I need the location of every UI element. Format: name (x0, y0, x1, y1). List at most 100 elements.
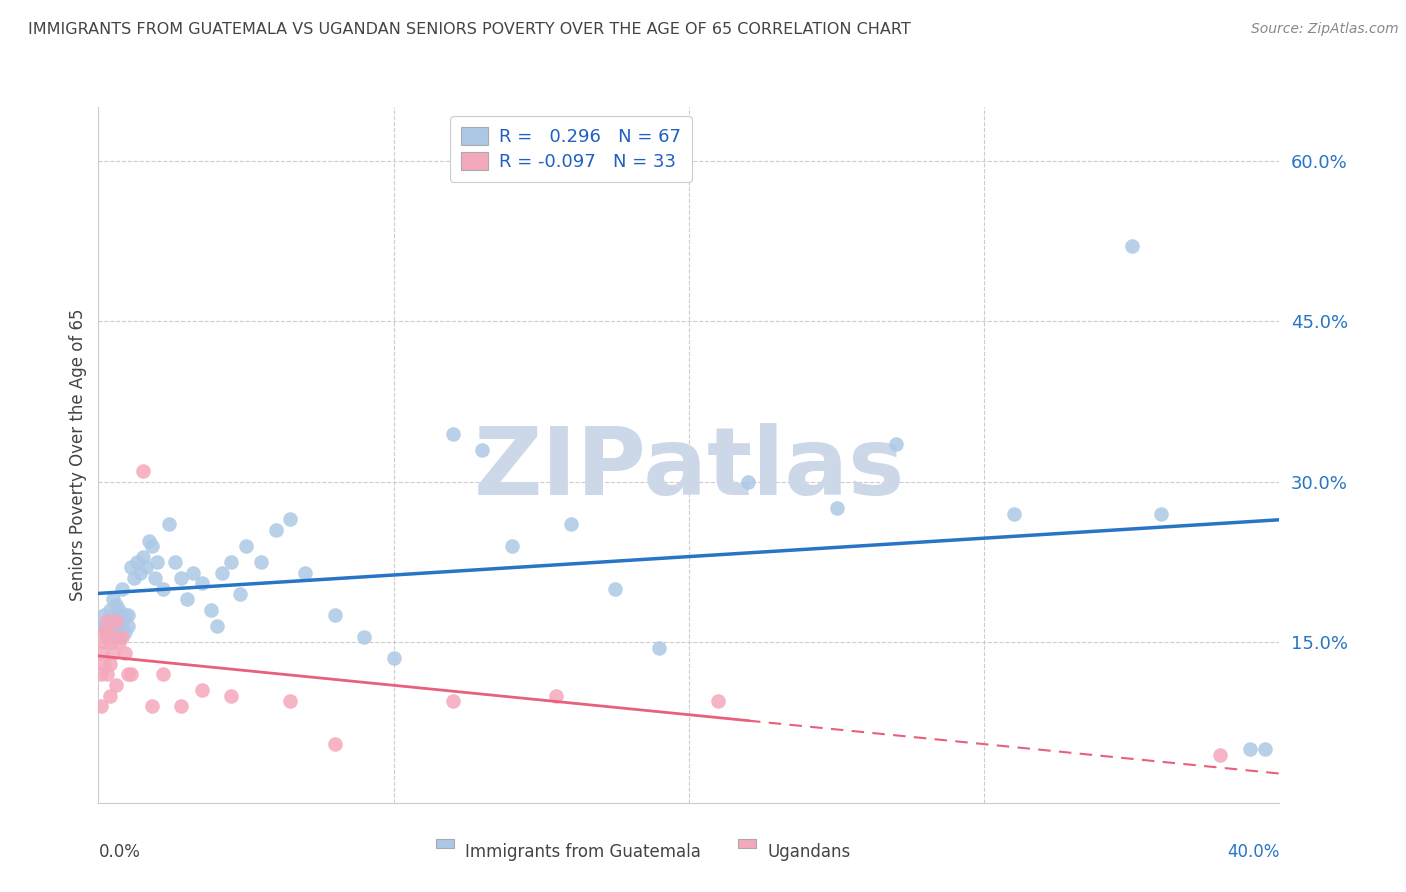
Point (108, 630, 131, 644)
Point (96, 614, 118, 628)
Point (170, 699, 193, 714)
Point (132, 549, 155, 564)
Point (128, 566, 150, 580)
Point (219, 555, 242, 569)
Point (98, 603, 121, 617)
Text: Ugandans: Ugandans (768, 843, 851, 861)
Point (103, 646, 125, 660)
Point (323, 737, 346, 751)
Point (707, 694, 730, 708)
Point (108, 603, 131, 617)
Point (105, 624, 128, 639)
Point (105, 608, 128, 623)
Point (98, 635, 121, 649)
Point (560, 517, 582, 532)
Point (1239, 742, 1261, 756)
Point (122, 571, 145, 585)
Point (105, 678, 128, 692)
Point (737, 475, 759, 489)
Point (114, 646, 136, 660)
Text: ZIPatlas: ZIPatlas (474, 423, 904, 515)
Point (294, 566, 316, 580)
Point (90, 646, 112, 660)
Point (152, 667, 174, 681)
Text: Source: ZipAtlas.com: Source: ZipAtlas.com (1251, 22, 1399, 37)
Point (93, 657, 115, 671)
Point (103, 614, 125, 628)
Point (1254, 742, 1277, 756)
Point (96, 614, 118, 628)
Point (141, 699, 163, 714)
Point (103, 592, 125, 607)
Point (114, 624, 136, 639)
Point (501, 539, 523, 553)
Point (211, 566, 233, 580)
Text: Immigrants from Guatemala: Immigrants from Guatemala (465, 843, 700, 861)
Point (353, 630, 375, 644)
Point (111, 614, 134, 628)
Text: 0.0%: 0.0% (98, 843, 141, 861)
Point (648, 640, 671, 655)
Point (471, 442, 494, 457)
Point (90, 667, 112, 681)
Point (200, 603, 222, 617)
Point (93, 608, 115, 623)
Point (191, 576, 214, 591)
Point (605, 582, 627, 596)
Point (205, 619, 228, 633)
Point (141, 539, 163, 553)
Point (191, 683, 214, 698)
Point (132, 464, 155, 478)
Point (138, 533, 160, 548)
Point (105, 614, 128, 628)
Point (103, 630, 125, 644)
Point (170, 571, 193, 585)
Point (1002, 507, 1025, 521)
Point (96, 667, 118, 681)
Point (250, 555, 273, 569)
Point (93, 624, 115, 639)
Point (1209, 747, 1232, 762)
Y-axis label: Seniors Poverty Over the Age of 65: Seniors Poverty Over the Age of 65 (69, 309, 87, 601)
Point (165, 555, 187, 569)
Point (229, 587, 252, 601)
Point (120, 667, 142, 681)
Point (98, 657, 121, 671)
Point (93, 619, 115, 633)
Text: 40.0%: 40.0% (1227, 843, 1279, 861)
Point (264, 523, 287, 537)
Point (1150, 507, 1173, 521)
Point (93, 635, 115, 649)
Point (103, 619, 125, 633)
Point (157, 517, 180, 532)
Point (323, 608, 346, 623)
Point (278, 512, 302, 526)
Point (120, 560, 142, 574)
Legend: R =   0.296   N = 67, R = -0.097   N = 33: R = 0.296 N = 67, R = -0.097 N = 33 (450, 116, 692, 182)
Point (90, 619, 112, 633)
Point (96, 624, 118, 639)
Point (108, 608, 131, 623)
Point (146, 555, 169, 569)
Point (117, 667, 139, 681)
Point (544, 689, 567, 703)
Point (441, 426, 464, 441)
Point (90, 699, 112, 714)
Point (105, 598, 128, 612)
Point (278, 694, 302, 708)
Point (98, 689, 121, 703)
Point (114, 608, 136, 623)
Point (1121, 239, 1143, 253)
Point (108, 635, 131, 649)
Point (111, 619, 134, 633)
Point (884, 437, 907, 451)
Point (125, 555, 148, 569)
Point (152, 582, 174, 596)
Point (143, 571, 166, 585)
Point (117, 619, 139, 633)
Point (111, 582, 134, 596)
Text: IMMIGRANTS FROM GUATEMALA VS UGANDAN SENIORS POVERTY OVER THE AGE OF 65 CORRELAT: IMMIGRANTS FROM GUATEMALA VS UGANDAN SEN… (28, 22, 911, 37)
Point (825, 501, 848, 516)
Point (382, 651, 405, 665)
Point (135, 560, 157, 574)
